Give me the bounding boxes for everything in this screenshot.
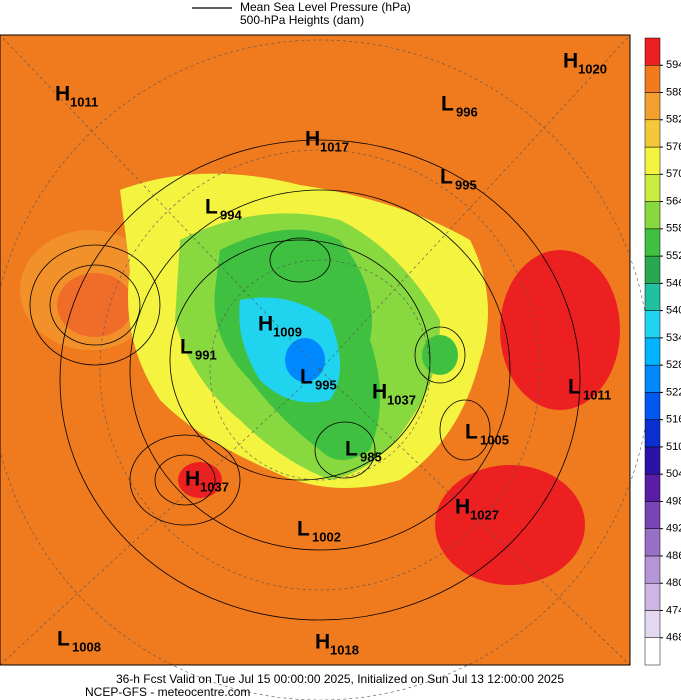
colorbar-swatch xyxy=(644,528,661,557)
colorbar-label: 486 xyxy=(666,550,681,562)
center-pressure: 995 xyxy=(315,377,337,392)
colorbar-swatch xyxy=(644,310,661,339)
center-pressure: 1020 xyxy=(578,61,607,76)
colorbar-label: 534 xyxy=(666,332,681,344)
colorbar-swatch xyxy=(644,228,661,257)
colorbar-label: 582 xyxy=(666,114,681,126)
center-letter: H xyxy=(455,496,470,519)
center-letter: H xyxy=(258,313,273,336)
center-letter: H xyxy=(185,468,200,491)
colorbar-label: 540 xyxy=(666,305,681,317)
center-letter: L xyxy=(205,196,218,219)
center-pressure: 1037 xyxy=(387,392,416,407)
center-pressure: 996 xyxy=(456,104,478,119)
colorbar-label: 552 xyxy=(666,250,681,262)
colorbar-label: 570 xyxy=(666,168,681,180)
center-pressure: 1005 xyxy=(480,432,509,447)
center-pressure: 995 xyxy=(455,177,477,192)
center-letter: L xyxy=(440,166,453,189)
center-pressure: 1008 xyxy=(72,639,101,654)
colorbar-swatch xyxy=(644,283,661,311)
center-letter: L xyxy=(297,518,310,541)
colorbar-label: 558 xyxy=(666,223,681,235)
center-letter: H xyxy=(305,128,320,151)
center-letter: H xyxy=(563,50,578,73)
colorbar-swatch xyxy=(644,446,661,475)
center-pressure: 1009 xyxy=(273,324,302,339)
footer-source: NCEP-GFS - meteocentre.com xyxy=(85,685,250,699)
center-letter: L xyxy=(465,421,478,444)
colorbar-swatch xyxy=(644,337,661,366)
colorbar-swatch xyxy=(644,637,661,666)
colorbar-swatch xyxy=(644,419,661,448)
colorbar-swatch xyxy=(644,255,661,284)
legend-label: Mean Sea Level Pressure (hPa) xyxy=(240,0,411,14)
colorbar-swatch xyxy=(644,364,661,393)
center-pressure: 1018 xyxy=(330,642,359,657)
center-letter: L xyxy=(345,438,358,461)
map-field xyxy=(0,34,651,700)
center-letter: L xyxy=(180,336,193,359)
colorbar-label: 492 xyxy=(666,523,681,535)
colorbar-label: 564 xyxy=(666,195,681,207)
colorbar-swatch xyxy=(644,582,661,611)
center-letter: L xyxy=(441,93,454,116)
center-letter: L xyxy=(568,376,581,399)
footer-valid: 36-h Fcst Valid on Tue Jul 15 00:00:00 2… xyxy=(116,672,564,686)
colorbar-swatch xyxy=(644,473,661,502)
colorbar: 468 474 480 486 492 498 504 510 516 522 528 534 540 5… xyxy=(644,37,681,666)
colorbar-swatch xyxy=(644,555,661,584)
colorbar-swatch xyxy=(644,392,661,420)
colorbar-swatch xyxy=(644,174,661,202)
colorbar-swatch xyxy=(644,501,661,529)
colorbar-label: 498 xyxy=(666,495,681,507)
center-pressure: 985 xyxy=(360,449,382,464)
center-pressure: 1027 xyxy=(470,507,499,522)
colorbar-label: 516 xyxy=(666,414,681,426)
colorbar-swatch xyxy=(644,201,661,230)
center-letter: H xyxy=(55,83,70,106)
colorbar-swatch xyxy=(644,146,661,175)
colorbar-label: 510 xyxy=(666,441,681,453)
colorbar-swatch xyxy=(644,92,661,121)
colorbar-label: 546 xyxy=(666,277,681,289)
colorbar-label: 504 xyxy=(666,468,681,480)
colorbar-swatch xyxy=(644,65,661,93)
colorbar-label: 588 xyxy=(666,86,681,98)
center-pressure: 991 xyxy=(195,347,217,362)
colorbar-swatch xyxy=(644,119,661,148)
center-pressure: 994 xyxy=(220,207,242,222)
colorbar-label: 576 xyxy=(666,141,681,153)
colorbar-label: 468 xyxy=(666,632,681,644)
center-letter: L xyxy=(300,366,313,389)
colorbar-label: 594 xyxy=(666,59,681,71)
center-pressure: 1011 xyxy=(70,94,98,109)
legend-label: 500-hPa Heights (dam) xyxy=(240,13,364,27)
center-pressure: 1002 xyxy=(312,529,341,544)
colorbar-label: 480 xyxy=(666,577,681,589)
colorbar-swatch xyxy=(644,610,661,638)
colorbar-label: 474 xyxy=(666,604,681,616)
center-letter: L xyxy=(57,628,70,651)
center-pressure: 1017 xyxy=(320,139,349,154)
colorbar-label: 528 xyxy=(666,359,681,371)
colorbar-label: 522 xyxy=(666,386,681,398)
center-letter: H xyxy=(372,381,387,404)
center-letter: H xyxy=(315,631,330,654)
center-pressure: 1037 xyxy=(200,479,229,494)
center-pressure: 1011 xyxy=(583,387,611,402)
colorbar-swatch xyxy=(644,37,661,66)
